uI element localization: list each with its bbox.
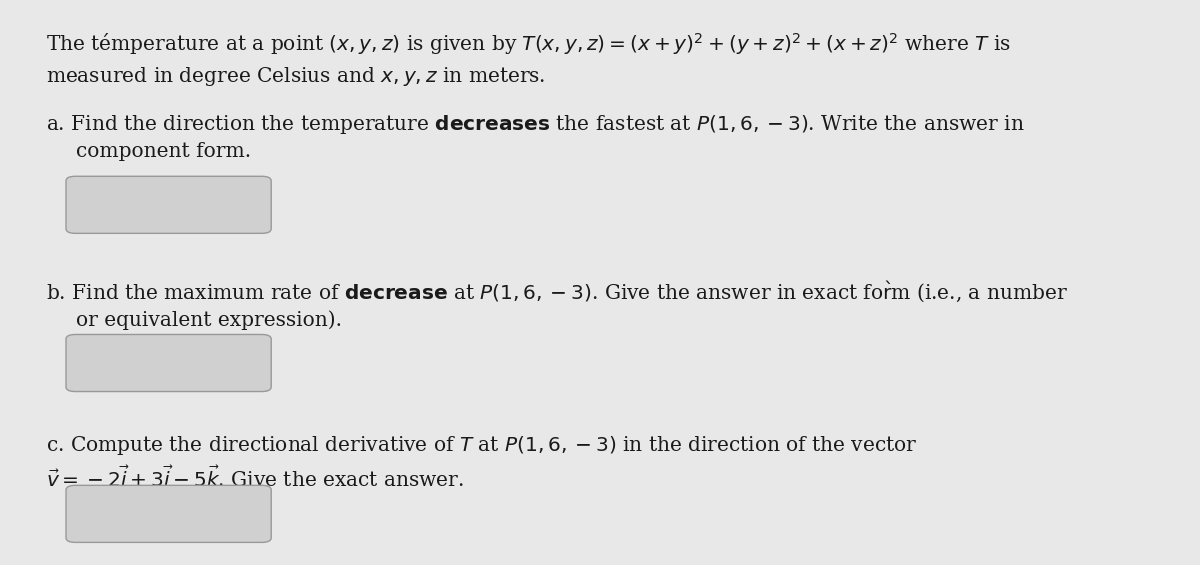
FancyBboxPatch shape xyxy=(66,485,271,542)
Text: c. Compute the directional derivative of $T$ at $P(1, 6, -3)$ in the direction o: c. Compute the directional derivative of… xyxy=(46,434,917,457)
Text: measured in degree Celsius and $x, y, z$ in meters.: measured in degree Celsius and $x, y, z$… xyxy=(46,65,545,88)
Text: a. Find the direction the temperature $\mathbf{decreases}$ the fastest at $P(1, : a. Find the direction the temperature $\… xyxy=(46,113,1024,136)
FancyBboxPatch shape xyxy=(66,334,271,392)
Text: component form.: component form. xyxy=(76,142,251,162)
FancyBboxPatch shape xyxy=(66,176,271,233)
Text: or equivalent expression).: or equivalent expression). xyxy=(76,311,342,331)
Text: $\vec{v} = -2\vec{i} + 3\vec{j} - 5\vec{k}$. Give the exact answer.: $\vec{v} = -2\vec{i} + 3\vec{j} - 5\vec{… xyxy=(46,463,463,493)
Text: The témperature at a point $(x, y, z)$ is given by $T(x, y, z) = (x + y)^2 + (y : The témperature at a point $(x, y, z)$ i… xyxy=(46,31,1010,57)
Text: b. Find the maximum rate of $\mathbf{decrease}$ at $P(1, 6, -3)$. Give the answe: b. Find the maximum rate of $\mathbf{dec… xyxy=(46,280,1068,304)
